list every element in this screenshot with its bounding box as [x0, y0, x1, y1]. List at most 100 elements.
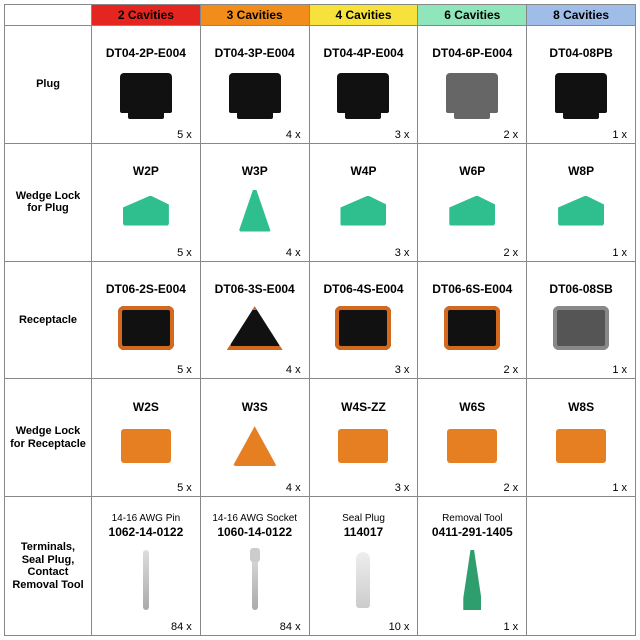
quantity: 3 x: [395, 364, 410, 376]
product-image: [94, 541, 198, 619]
part-number: W2P: [94, 163, 198, 178]
product-image: [312, 62, 416, 124]
part-desc: Removal Tool: [420, 513, 524, 524]
product-cell: W3S 4 x: [200, 379, 309, 497]
quantity: 10 x: [389, 621, 410, 633]
part-number: W8P: [529, 163, 633, 178]
product-cell: W6P2 x: [418, 143, 527, 261]
part-number: DT06-3S-E004: [203, 281, 307, 296]
product-cell: DT06-3S-E004 4 x: [200, 261, 309, 379]
part-number: DT04-3P-E004: [203, 45, 307, 60]
part-number: DT06-4S-E004: [312, 281, 416, 296]
row-header: Plug: [5, 26, 92, 144]
empty-cell: [527, 497, 636, 636]
part-number: 114017: [312, 524, 416, 539]
part-number: 1060-14-0122: [203, 524, 307, 539]
part-desc: 14-16 AWG Pin: [94, 513, 198, 524]
product-cell: DT06-6S-E0042 x: [418, 261, 527, 379]
part-number: DT06-2S-E004: [94, 281, 198, 296]
row-header: Terminals, Seal Plug, Contact Removal To…: [5, 497, 92, 636]
corner-cell: [5, 5, 92, 26]
quantity: 84 x: [280, 621, 301, 633]
product-image: [94, 62, 198, 124]
product-cell: DT04-08PB 1 x: [527, 26, 636, 144]
product-image: [203, 541, 307, 619]
product-cell: DT06-4S-E004 3 x: [309, 261, 418, 379]
product-image: [529, 297, 633, 359]
col-header: 8 Cavities: [527, 5, 636, 26]
product-cell: W4P3 x: [309, 143, 418, 261]
product-image: [94, 180, 198, 242]
product-image: [420, 415, 524, 477]
product-image: [420, 541, 524, 619]
quantity: 4 x: [286, 364, 301, 376]
quantity: 4 x: [286, 247, 301, 259]
product-cell: W6S 2 x: [418, 379, 527, 497]
quantity: 5 x: [177, 482, 192, 494]
product-image: [312, 180, 416, 242]
terminal-cell: Seal Plug114017 10 x: [309, 497, 418, 636]
part-number: 0411-291-1405: [420, 524, 524, 539]
quantity: 84 x: [171, 621, 192, 633]
connector-kit-table: 2 Cavities 3 Cavities 4 Cavities 6 Cavit…: [4, 4, 636, 636]
quantity: 3 x: [395, 482, 410, 494]
part-number: W6S: [420, 399, 524, 414]
part-desc: 14-16 AWG Socket: [203, 513, 307, 524]
product-cell: DT04-4P-E004 3 x: [309, 26, 418, 144]
product-image: [420, 297, 524, 359]
product-image: [203, 415, 307, 477]
product-image: [529, 180, 633, 242]
col-header: 3 Cavities: [200, 5, 309, 26]
row-header: Receptacle: [5, 261, 92, 379]
quantity: 1 x: [612, 364, 627, 376]
product-image: [203, 297, 307, 359]
quantity: 5 x: [177, 364, 192, 376]
product-image: [94, 297, 198, 359]
product-image: [420, 62, 524, 124]
col-header: 6 Cavities: [418, 5, 527, 26]
product-image: [529, 415, 633, 477]
quantity: 2 x: [504, 247, 519, 259]
quantity: 4 x: [286, 482, 301, 494]
part-number: DT04-6P-E004: [420, 45, 524, 60]
part-number: W3S: [203, 399, 307, 414]
quantity: 2 x: [504, 364, 519, 376]
part-number: W8S: [529, 399, 633, 414]
part-number: DT04-2P-E004: [94, 45, 198, 60]
quantity: 1 x: [612, 129, 627, 141]
product-cell: W2P 5 x: [92, 143, 201, 261]
product-cell: W4S-ZZ3 x: [309, 379, 418, 497]
product-cell: W3P 4 x: [200, 143, 309, 261]
part-number: W4P: [312, 163, 416, 178]
product-image: [203, 62, 307, 124]
product-cell: DT06-08SB 1 x: [527, 261, 636, 379]
col-header: 2 Cavities: [92, 5, 201, 26]
part-number: DT04-4P-E004: [312, 45, 416, 60]
product-cell: DT04-2P-E004 5 x: [92, 26, 201, 144]
product-image: [312, 541, 416, 619]
part-number: W2S: [94, 399, 198, 414]
quantity: 2 x: [504, 129, 519, 141]
part-desc: Seal Plug: [312, 513, 416, 524]
product-cell: W2S 5 x: [92, 379, 201, 497]
product-cell: DT06-2S-E004 5 x: [92, 261, 201, 379]
terminal-cell: Removal Tool0411-291-14051 x: [418, 497, 527, 636]
product-cell: DT04-6P-E004 2 x: [418, 26, 527, 144]
part-number: DT04-08PB: [529, 45, 633, 60]
row-header: Wedge Lock for Plug: [5, 143, 92, 261]
quantity: 5 x: [177, 247, 192, 259]
product-cell: DT04-3P-E004 4 x: [200, 26, 309, 144]
product-image: [312, 297, 416, 359]
quantity: 4 x: [286, 129, 301, 141]
quantity: 3 x: [395, 129, 410, 141]
part-number: 1062-14-0122: [94, 524, 198, 539]
terminal-cell: 14-16 AWG Socket1060-14-0122 84 x: [200, 497, 309, 636]
col-header: 4 Cavities: [309, 5, 418, 26]
quantity: 1 x: [612, 247, 627, 259]
product-image: [529, 62, 633, 124]
part-number: W3P: [203, 163, 307, 178]
part-number: DT06-08SB: [529, 281, 633, 296]
quantity: 2 x: [504, 482, 519, 494]
product-cell: W8P 1 x: [527, 143, 636, 261]
quantity: 5 x: [177, 129, 192, 141]
